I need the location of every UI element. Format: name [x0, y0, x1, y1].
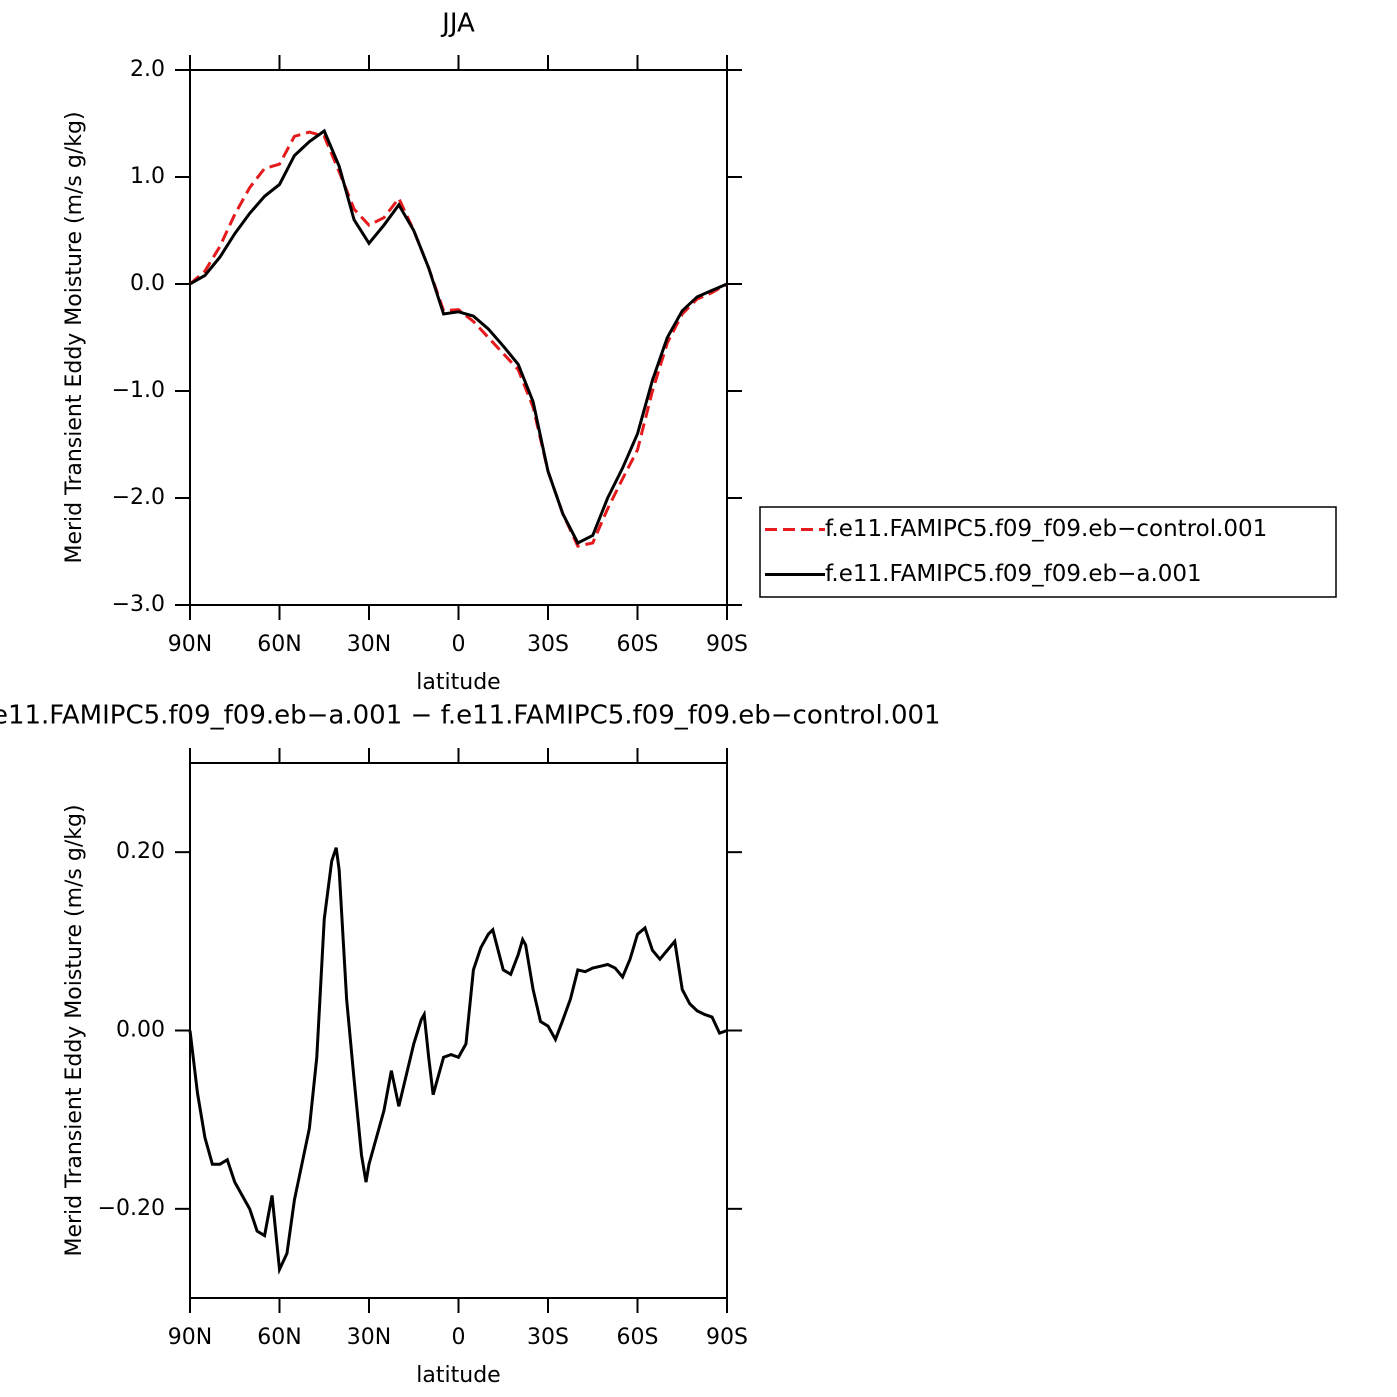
plot-frame: [189, 69, 728, 606]
x-axis-label: latitude: [416, 670, 500, 695]
x-axis-label: latitude: [416, 1363, 500, 1388]
x-tick-label: 30N: [347, 632, 391, 657]
chart-title: f.e11.FAMIPC5.f09_f09.eb−a.001 − f.e11.F…: [0, 701, 941, 731]
data-line: [189, 128, 728, 545]
x-tick-label: 90N: [168, 632, 212, 657]
y-tick-label: −2.0: [112, 485, 165, 510]
x-tick-label: 30S: [527, 632, 569, 657]
data-line: [189, 130, 728, 548]
x-tick-label: 90S: [706, 632, 748, 657]
y-tick-label: −1.0: [112, 378, 165, 403]
legend-box: [759, 506, 1337, 598]
x-tick-label: 90N: [168, 1325, 212, 1350]
y-tick-label: 1.0: [130, 164, 165, 189]
x-tick-label: 60N: [257, 1325, 301, 1350]
y-tick-label: 0.20: [116, 839, 165, 864]
plot-frame: [189, 762, 728, 1299]
legend-label: f.e11.FAMIPC5.f09_f09.eb−a.001: [825, 561, 1202, 587]
x-tick-label: 0: [452, 1325, 466, 1350]
x-tick-label: 90S: [706, 1325, 748, 1350]
y-tick-label: 0.00: [116, 1018, 165, 1043]
x-tick-label: 60S: [617, 632, 659, 657]
y-tick-label: −3.0: [112, 592, 165, 617]
x-tick-label: 60N: [257, 632, 301, 657]
y-tick-label: 0.0: [130, 271, 165, 296]
y-axis-label: Merid Transient Eddy Moisture (m/s g/kg): [62, 804, 87, 1256]
x-tick-label: 30S: [527, 1325, 569, 1350]
y-tick-label: 2.0: [130, 57, 165, 82]
data-line: [188, 847, 728, 1276]
y-tick-label: −0.20: [98, 1196, 165, 1221]
x-tick-label: 0: [452, 632, 466, 657]
x-tick-label: 60S: [617, 1325, 659, 1350]
y-axis-label: Merid Transient Eddy Moisture (m/s g/kg): [62, 111, 87, 563]
legend-label: f.e11.FAMIPC5.f09_f09.eb−control.001: [825, 516, 1267, 542]
chart-title: JJA: [440, 9, 475, 39]
x-tick-label: 30N: [347, 1325, 391, 1350]
